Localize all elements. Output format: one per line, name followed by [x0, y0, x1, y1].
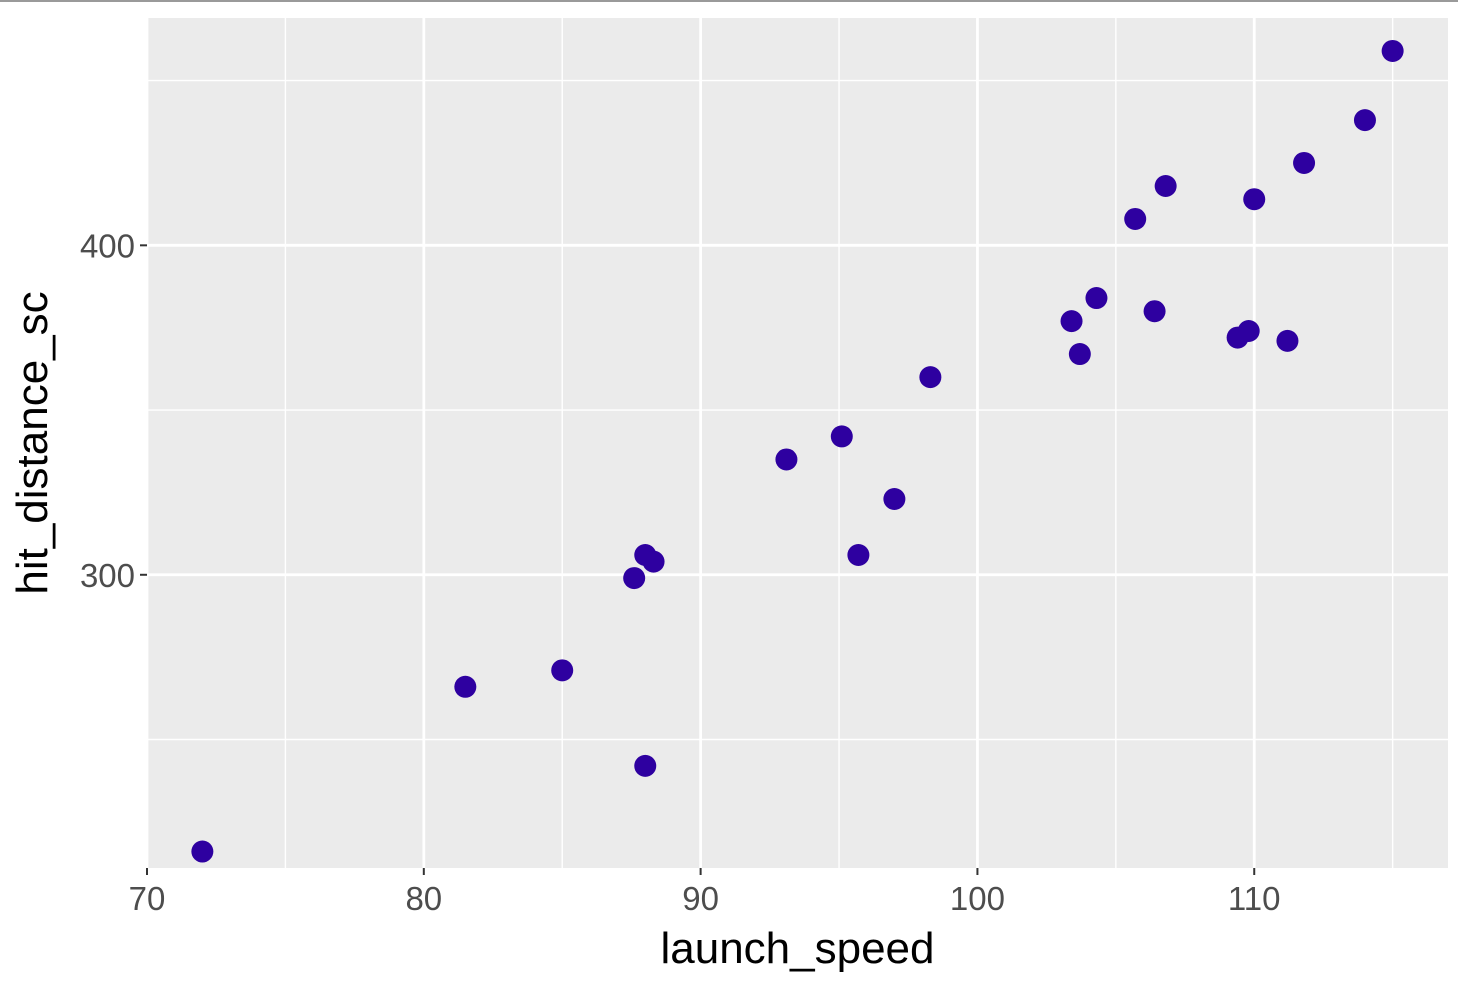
data-point — [642, 550, 665, 573]
y-tick-label: 300 — [80, 557, 135, 594]
top-border-line — [0, 0, 1458, 2]
data-point — [883, 488, 906, 511]
x-tick-label: 90 — [682, 880, 719, 917]
major-gridlines — [145, 18, 1448, 868]
x-tick-label: 110 — [1228, 880, 1281, 917]
data-point — [1381, 39, 1404, 62]
x-axis-title: launch_speed — [660, 924, 934, 973]
data-point — [551, 659, 574, 682]
y-tick-label: 400 — [80, 227, 135, 264]
x-tick-label: 80 — [405, 880, 442, 917]
data-point — [830, 425, 853, 448]
x-tick-label: 100 — [950, 880, 1005, 917]
data-point — [1237, 319, 1260, 342]
plot-panel — [147, 18, 1448, 868]
minor-gridlines — [147, 18, 1448, 868]
data-point — [1060, 310, 1083, 333]
data-point — [1068, 343, 1091, 366]
data-point — [1293, 151, 1316, 174]
data-point — [1124, 207, 1147, 230]
data-points — [191, 39, 1404, 863]
x-axis: 70 80 90 100 110 — [129, 868, 1281, 917]
data-point — [775, 448, 798, 471]
data-point — [1085, 287, 1108, 310]
y-axis-title: hit_distance_sc — [8, 291, 57, 594]
x-tick-label: 70 — [129, 880, 166, 917]
data-point — [634, 754, 657, 777]
data-point — [1143, 300, 1166, 323]
data-point — [454, 675, 477, 698]
data-point — [191, 840, 214, 863]
y-axis: 300 400 — [80, 227, 147, 594]
data-point — [1154, 175, 1177, 198]
data-point — [919, 366, 942, 389]
data-point — [1353, 109, 1376, 132]
data-point — [847, 544, 870, 567]
data-point — [1243, 188, 1266, 211]
data-point — [623, 567, 646, 590]
data-point — [1276, 329, 1299, 352]
